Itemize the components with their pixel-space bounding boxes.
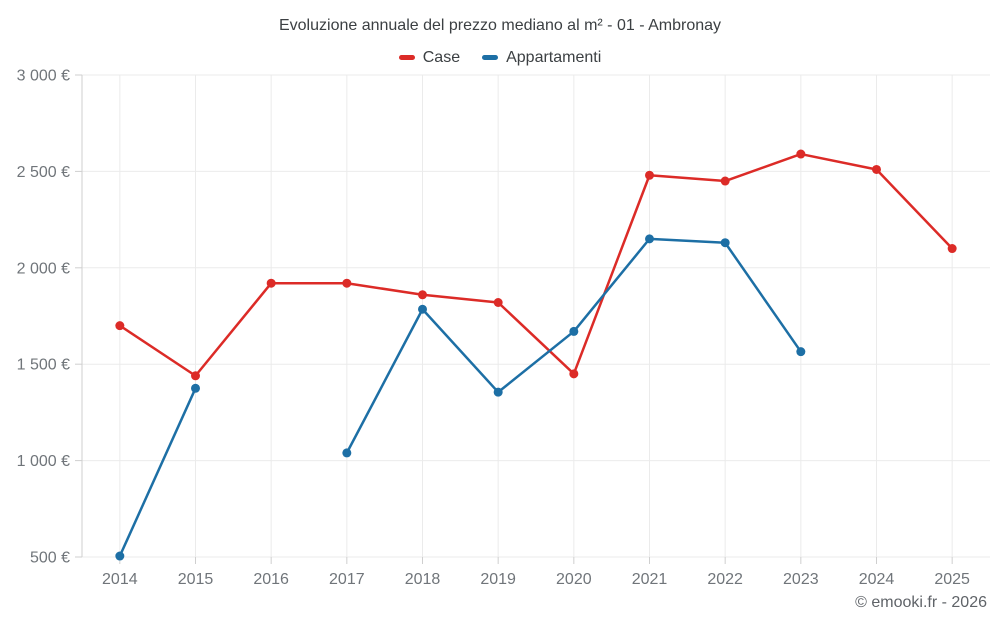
- appartamenti-marker[interactable]: [493, 387, 503, 397]
- case-marker[interactable]: [569, 369, 579, 379]
- copyright-text: © emooki.fr - 2026: [855, 594, 987, 611]
- y-axis-label: 2 500 €: [17, 164, 70, 181]
- y-axis-label: 3 000 €: [17, 68, 70, 85]
- case-marker[interactable]: [191, 371, 200, 381]
- case-marker[interactable]: [720, 176, 730, 186]
- case-marker[interactable]: [493, 298, 503, 308]
- legend-item-appartamenti[interactable]: Appartamenti: [482, 48, 601, 68]
- appartamenti-marker[interactable]: [796, 347, 806, 357]
- case-line: [119, 152, 954, 378]
- x-axis-label: 2015: [178, 571, 214, 588]
- x-axis-label: 2023: [783, 571, 819, 588]
- appartamenti-marker[interactable]: [418, 304, 427, 314]
- legend-label-appartamenti: Appartamenti: [506, 48, 602, 66]
- case-marker[interactable]: [266, 278, 276, 288]
- case-marker[interactable]: [645, 170, 654, 180]
- appartamenti-marker[interactable]: [645, 234, 654, 244]
- y-axis-label: 500 €: [30, 550, 70, 567]
- appartamenti-marker[interactable]: [342, 448, 352, 458]
- chart-title: Evoluzione annuale del prezzo mediano al…: [278, 17, 722, 34]
- x-axis-label: 2018: [405, 571, 441, 588]
- appartamenti-marker[interactable]: [569, 326, 579, 336]
- legend-swatch-appartamenti: [482, 55, 499, 60]
- appartamenti-line: [118, 387, 197, 557]
- y-axis-label: 1 500 €: [17, 357, 70, 374]
- case-marker[interactable]: [796, 149, 806, 159]
- x-axis-label: 2019: [480, 571, 516, 588]
- x-axis-label: 2017: [329, 571, 365, 588]
- x-axis-label: 2014: [102, 571, 138, 588]
- legend-item-case[interactable]: Case: [398, 48, 461, 68]
- legend-label-case: Case: [422, 48, 461, 66]
- case-marker[interactable]: [418, 290, 427, 300]
- chart-legend: Case Appartamenti: [0, 46, 1000, 68]
- appartamenti-marker[interactable]: [115, 551, 125, 561]
- y-axis-label: 2 000 €: [17, 260, 70, 277]
- y-axis-label: 1 000 €: [17, 453, 70, 470]
- appartamenti-marker[interactable]: [191, 383, 200, 393]
- x-axis-label: 2024: [859, 571, 895, 588]
- x-axis-label: 2022: [707, 571, 743, 588]
- x-axis-label: 2025: [934, 571, 970, 588]
- case-marker[interactable]: [872, 164, 881, 174]
- x-axis-label: 2021: [632, 571, 668, 588]
- appartamenti-marker[interactable]: [720, 238, 730, 248]
- case-marker[interactable]: [342, 278, 352, 288]
- x-axis-label: 2016: [253, 571, 289, 588]
- case-marker[interactable]: [947, 244, 957, 254]
- x-axis-label: 2020: [556, 571, 592, 588]
- case-marker[interactable]: [115, 321, 125, 331]
- legend-swatch-case: [398, 55, 415, 60]
